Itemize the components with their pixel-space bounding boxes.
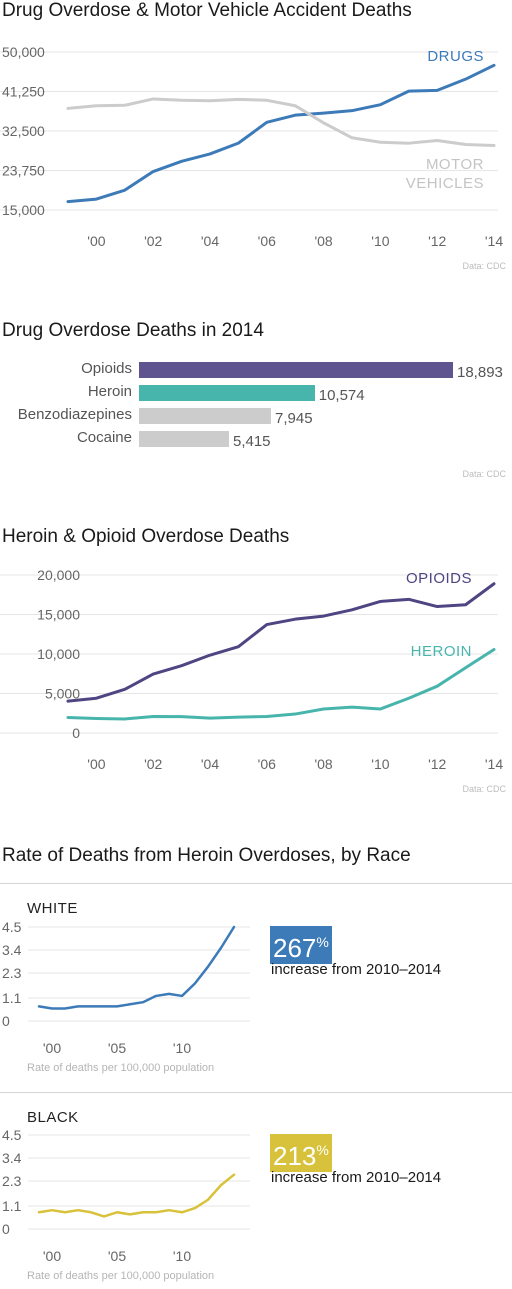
chart4-title: Rate of Deaths from Heroin Overdoses, by… [2,845,411,866]
chart1-source: Data: CDC [462,261,506,271]
white-increase-badge: 267% [270,926,332,964]
black-increase-value: 213 [273,1141,317,1171]
chart1-xtick-label: '14 [485,233,503,249]
divider-middle [0,1092,512,1093]
chart1-ytick-label: 23,750 [2,163,45,179]
chart2-title: Drug Overdose Deaths in 2014 [2,320,264,341]
chart3-ytick-label: 20,000 [37,567,80,583]
bar-category-label: Heroin [87,383,132,400]
chart3-ytick-label: 15,000 [37,607,80,623]
chart4-panel1-xtick-label: '00 [43,1248,61,1264]
chart4-panel1-ytick-label: 1.1 [2,1198,22,1214]
bar-mark [139,408,272,424]
chart3-xtick-label: '08 [314,756,332,772]
chart1-xtick-label: '12 [428,233,446,249]
chart4-panel0-series-line-0 [37,925,236,1010]
bar-category-label: Opioids [81,360,132,377]
divider-top [0,883,512,884]
chart3-xtick-label: '00 [87,756,105,772]
chart2-source: Data: CDC [462,469,506,479]
bar-category-label: Cocaine [76,429,132,446]
bar-mark [139,362,453,378]
white-increase-text: increase from 2010–2014 [271,961,442,978]
chart4-panel0-xtick-label: '05 [108,1040,126,1056]
bar-category-label: Benzodiazepines [17,406,132,423]
bar-value-label: 18,893 [457,364,503,381]
white-panel-label: WHITE [27,900,78,917]
chart4-panel1-ytick-label: 4.5 [2,1127,22,1143]
chart1-series-label-0: DRUGS [427,48,484,65]
chart3-xtick-label: '04 [201,756,219,772]
chart1-xtick-label: '00 [87,233,105,249]
chart3-svg: 0 5,000 10,000 15,000 20,000 '00 '02 '04 '06 '08 '… [0,567,503,772]
chart3-xtick-label: '12 [428,756,446,772]
chart3-series-label-0: OPIOIDS [406,570,472,587]
black-increase-unit: % [316,1142,329,1158]
white-axis-note: Rate of deaths per 100,000 population [27,1062,215,1074]
white-increase-unit: % [316,934,329,950]
chart3-series-line-1 [66,647,496,721]
bar-value-label: 10,574 [318,387,365,404]
chart4-panel1-ytick-label: 3.4 [2,1150,22,1166]
chart4-panel1-xtick-label: '05 [108,1248,126,1264]
chart3-ytick-label: 0 [72,725,80,741]
chart1-ytick-label: 50,000 [2,44,45,60]
chart1-series-label-1: VEHICLES [406,175,484,192]
chart4-panel1-xtick-label: '10 [173,1248,191,1264]
chart1-series-line-0 [66,63,496,204]
chart3-xtick-label: '02 [144,756,162,772]
chart3-ytick-label: 5,000 [45,686,80,702]
chart1-xtick-label: '04 [201,233,219,249]
chart3-xtick-label: '14 [485,756,503,772]
chart3-ytick-label: 10,000 [37,646,80,662]
chart4-panel0-xtick-label: '00 [43,1040,61,1056]
chart3-title: Heroin & Opioid Overdose Deaths [2,526,290,547]
chart1-xtick-label: '02 [144,233,162,249]
chart3-source: Data: CDC [462,784,506,794]
chart1-ytick-label: 41,250 [2,84,45,100]
chart3-series-label-1: HEROIN [411,643,472,660]
black-panel-label: BLACK [27,1109,79,1126]
chart4-panel1-series-line-0 [37,1173,236,1218]
chart4-panel0-xtick-label: '10 [173,1040,191,1056]
chart1-series-line-1 [66,97,496,147]
bar-value-label: 5,415 [232,433,271,450]
chart3-xtick-label: '10 [371,756,389,772]
chart1-series-label-1: MOTOR [426,156,484,173]
black-axis-note: Rate of deaths per 100,000 population [27,1270,215,1282]
chart4-panel0-ytick-label: 3.4 [2,942,22,958]
chart4-panel0-ytick-label: 1.1 [2,990,22,1006]
chart1-svg: 15,000 23,750 32,500 41,250 50,000 '00 '02 '04 '… [0,44,503,249]
chart3-series-line-0 [66,582,496,703]
chart4-panel0-ytick-label: 2.3 [2,965,22,981]
bar-mark [139,385,315,401]
bar-value-label: 7,945 [275,410,313,427]
bar-mark [139,431,229,447]
chart4-panel1-ytick-label: 2.3 [2,1173,22,1189]
chart1-title: Drug Overdose & Motor Vehicle Accident D… [2,0,412,21]
chart1-xtick-label: '08 [314,233,332,249]
chart3-xtick-label: '06 [258,756,276,772]
chart4-panel0-ytick-label: 0 [2,1013,10,1029]
white-increase-value: 267 [273,933,317,963]
chart4-panel0-ytick-label: 4.5 [2,919,22,935]
chart1-ytick-label: 32,500 [2,123,45,139]
chart1-xtick-label: '06 [258,233,276,249]
chart1-ytick-label: 15,000 [2,202,45,218]
chart4-panel1-ytick-label: 0 [2,1221,10,1237]
chart1-xtick-label: '10 [371,233,389,249]
black-increase-badge: 213% [270,1134,332,1172]
black-increase-text: increase from 2010–2014 [271,1169,442,1186]
